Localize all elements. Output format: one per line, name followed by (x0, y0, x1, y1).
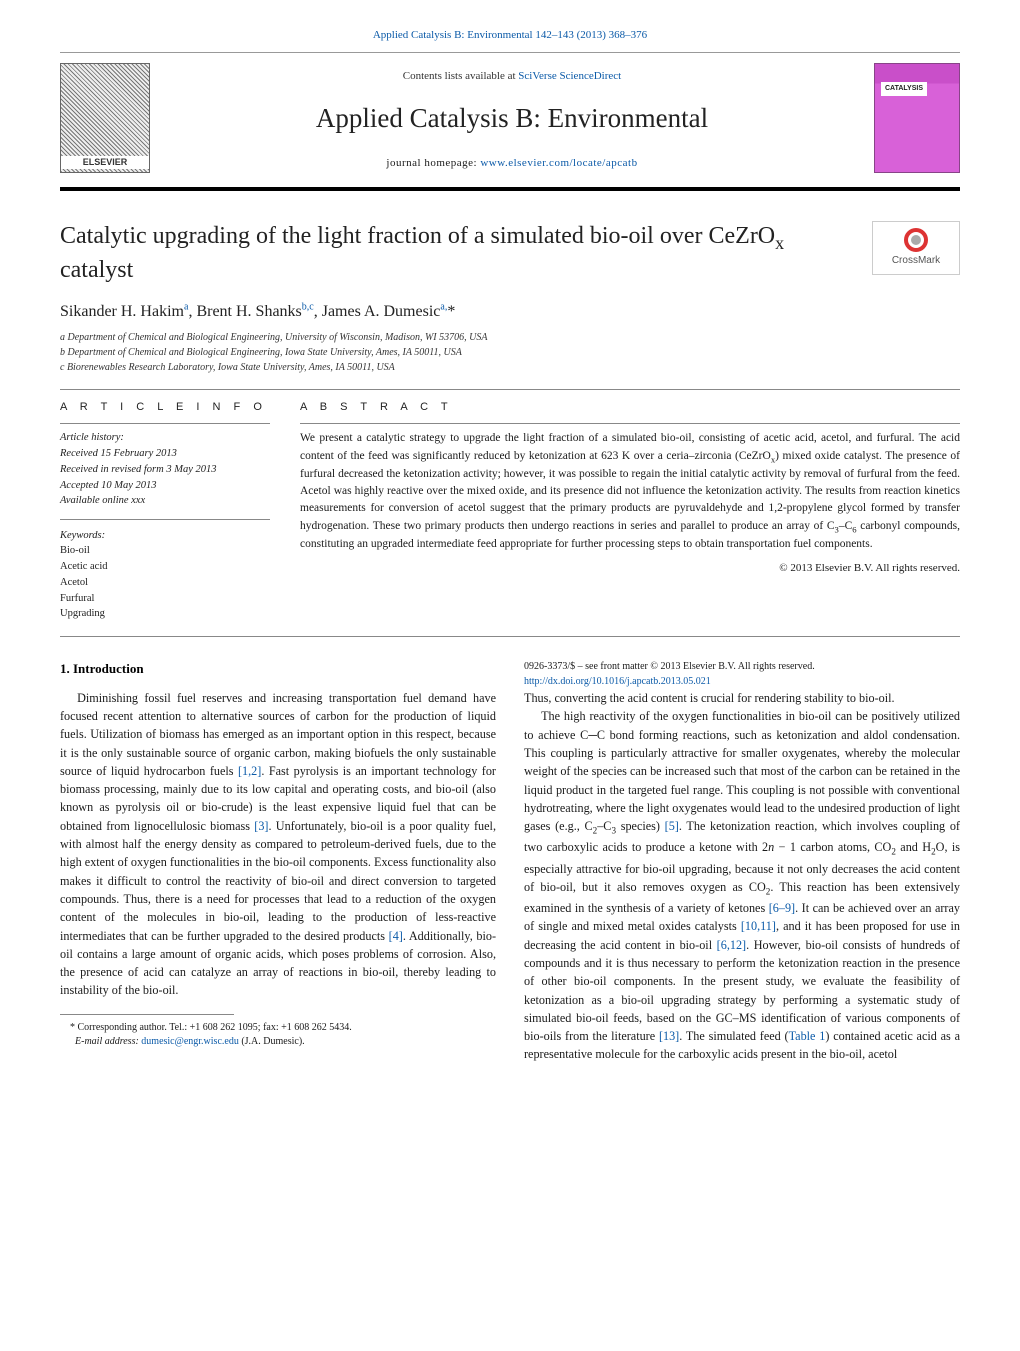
journal-homepage: journal homepage: www.elsevier.com/locat… (164, 156, 860, 172)
top-citation: Applied Catalysis B: Environmental 142–1… (60, 28, 960, 44)
abstract-bottom-rule (60, 636, 960, 637)
article-info-heading: A R T I C L E I N F O (60, 390, 270, 424)
contents-line: Contents lists available at SciVerse Sci… (164, 69, 860, 85)
journal-name: Applied Catalysis B: Environmental (164, 99, 860, 138)
authors: Sikander H. Hakima, Brent H. Shanksb,c, … (60, 300, 960, 323)
corresponding-author-footnote: * Corresponding author. Tel.: +1 608 262… (60, 1021, 496, 1035)
keyword: Acetol (60, 575, 270, 591)
body-paragraph-1: Diminishing fossil fuel reserves and inc… (60, 689, 496, 1000)
history-online: Available online xxx (60, 493, 270, 509)
keyword: Furfural (60, 591, 270, 607)
journal-header: Contents lists available at SciVerse Sci… (60, 53, 960, 191)
article-info-column: A R T I C L E I N F O Article history: R… (60, 390, 270, 623)
history-label: Article history: (60, 430, 270, 446)
abstract-text: We present a catalytic strategy to upgra… (300, 430, 960, 553)
history-accepted: Accepted 10 May 2013 (60, 478, 270, 494)
footer-meta: 0926-3373/$ – see front matter © 2013 El… (524, 659, 960, 689)
crossmark-icon (904, 228, 928, 252)
abstract-column: A B S T R A C T We present a catalytic s… (300, 390, 960, 623)
email-link[interactable]: dumesic@engr.wisc.edu (141, 1036, 239, 1047)
abstract-copyright: © 2013 Elsevier B.V. All rights reserved… (300, 561, 960, 577)
info-rule (60, 423, 270, 424)
crossmark-badge[interactable]: CrossMark (872, 221, 960, 276)
history-revised: Received in revised form 3 May 2013 (60, 462, 270, 478)
keyword: Acetic acid (60, 559, 270, 575)
crossmark-label: CrossMark (892, 255, 940, 266)
homepage-link[interactable]: www.elsevier.com/locate/apcatb (480, 157, 637, 169)
email-footnote: E-mail address: dumesic@engr.wisc.edu (J… (60, 1035, 496, 1049)
section-1-heading: 1. Introduction (60, 659, 496, 679)
sciencedirect-link[interactable]: SciVerse ScienceDirect (518, 70, 621, 82)
history-received: Received 15 February 2013 (60, 446, 270, 462)
front-matter-line: 0926-3373/$ – see front matter © 2013 El… (524, 659, 960, 674)
journal-cover-icon (874, 63, 960, 173)
affiliation-b: b Department of Chemical and Biological … (60, 345, 960, 360)
affiliation-a: a Department of Chemical and Biological … (60, 330, 960, 345)
body-paragraph-3: The high reactivity of the oxygen functi… (524, 707, 960, 1063)
keywords-list: Bio-oil Acetic acid Acetol Furfural Upgr… (60, 543, 270, 622)
article-title: Catalytic upgrading of the light fractio… (60, 221, 852, 286)
footnote-separator (60, 1014, 234, 1015)
elsevier-logo (60, 63, 150, 173)
doi-link[interactable]: http://dx.doi.org/10.1016/j.apcatb.2013.… (524, 674, 960, 689)
abstract-rule (300, 423, 960, 424)
body-two-column: 1. Introduction Diminishing fossil fuel … (60, 659, 960, 1064)
affiliations: a Department of Chemical and Biological … (60, 330, 960, 375)
abstract-heading: A B S T R A C T (300, 390, 960, 424)
keyword: Upgrading (60, 606, 270, 622)
body-paragraph-2: Thus, converting the acid content is cru… (524, 689, 960, 707)
keyword: Bio-oil (60, 543, 270, 559)
affiliation-c: c Biorenewables Research Laboratory, Iow… (60, 360, 960, 375)
top-citation-link[interactable]: Applied Catalysis B: Environmental 142–1… (373, 29, 647, 41)
keywords-label: Keywords: (60, 519, 270, 543)
